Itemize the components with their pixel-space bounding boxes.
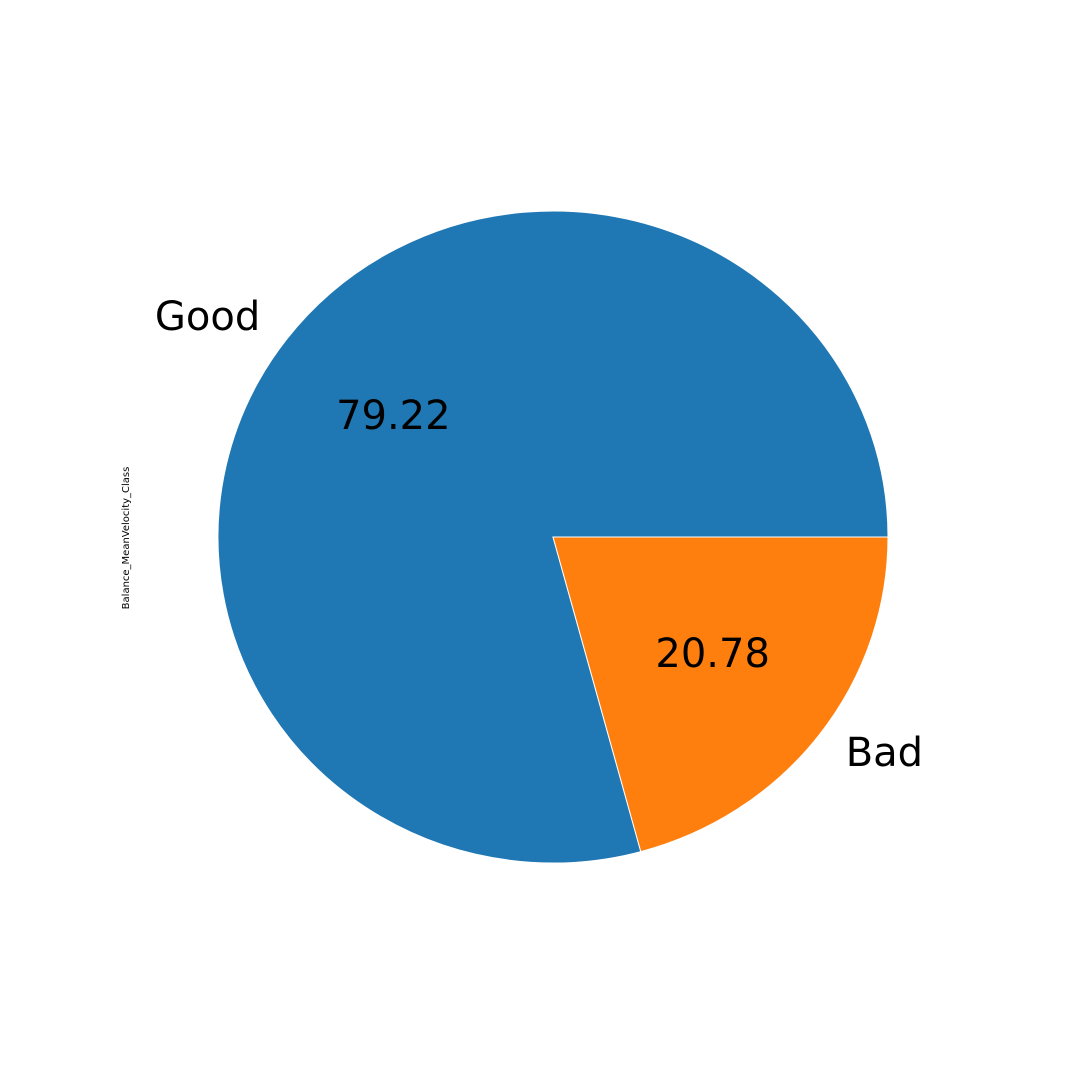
slice-value-bad: 20.78: [655, 631, 770, 677]
y-axis-label: Balance_MeanVelocity_Class: [121, 467, 132, 610]
slice-value-good: 79.22: [336, 393, 451, 439]
slice-label-good: Good: [155, 294, 260, 340]
pie-labels: Good 79.22 Bad 20.78: [155, 294, 923, 776]
pie-slice-good: [217, 210, 889, 864]
slice-label-bad: Bad: [846, 730, 923, 776]
pie-slice-bad: [552, 536, 889, 853]
pie-slices: [217, 210, 889, 864]
